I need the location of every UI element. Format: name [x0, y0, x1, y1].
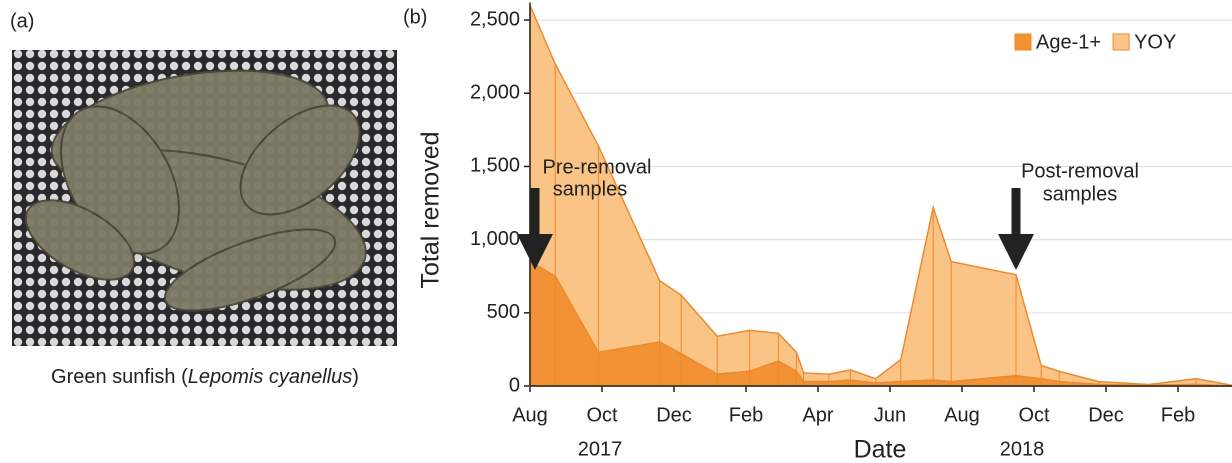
caption-text: ) [352, 366, 359, 388]
x-tick-label: Aug [512, 404, 548, 426]
y-tick-label: 1,500 [470, 155, 520, 177]
x-tick-label: Feb [729, 404, 763, 426]
legend-label: Age-1+ [1036, 31, 1101, 53]
year-label: 2018 [1000, 438, 1045, 460]
x-tick-label: Oct [1018, 404, 1050, 426]
panel-label: (a) [10, 10, 34, 32]
legend-label: YOY [1134, 31, 1176, 53]
y-tick-label: 2,500 [470, 8, 520, 30]
y-axis-title: Total removed [417, 131, 445, 288]
x-tick-label: Feb [1161, 404, 1195, 426]
annotation: samples [1043, 183, 1117, 205]
area [529, 5, 1232, 387]
panel-label: (b) [403, 6, 427, 28]
photo [12, 50, 397, 346]
y-tick-label: 2,000 [470, 82, 520, 104]
x-tick-label: Jun [874, 404, 906, 426]
legend-swatch [1014, 33, 1032, 51]
x-tick-label: Aug [944, 404, 980, 426]
annotation: Post-removal [1021, 160, 1139, 182]
x-axis-title: Date [854, 436, 907, 463]
caption-species: Lepomis cyanellus [188, 366, 353, 388]
photo-caption: Green sunfish (Lepomis cyanellus) [51, 366, 359, 388]
x-tick-label: Apr [802, 404, 833, 426]
y-tick-label: 1,000 [470, 228, 520, 250]
annotation: Pre-removal [543, 156, 652, 178]
year-label: 2017 [578, 438, 623, 460]
x-tick-label: Dec [656, 404, 692, 426]
caption-text: Green sunfish ( [51, 366, 188, 388]
y-tick-label: 500 [487, 301, 520, 323]
y-tick-label: 0 [509, 374, 520, 396]
legend-swatch [1112, 33, 1130, 51]
annotation: samples [553, 178, 627, 200]
plot: 0 500 1,000 1,500 2,000 2,500 Aug Oct Dec Feb Apr J… [470, 2, 1232, 426]
x-tick-label: Dec [1088, 404, 1124, 426]
x-tick-label: Oct [586, 404, 618, 426]
